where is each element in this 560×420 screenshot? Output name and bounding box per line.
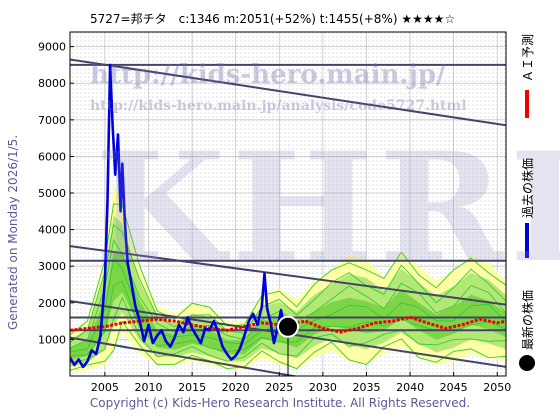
past-price-line [70,63,289,369]
watermark-url-main: http://kids-hero.main.jp/ [90,60,446,90]
x-tick-label: 2030 [309,381,337,394]
y-axis: 1000 2000 3000 4000 5000 6000 7000 8000 9000 [38,41,74,346]
y-tick-label: 5000 [38,187,66,200]
forecast-band-inner [70,251,506,361]
y-tick-label: 3000 [38,260,66,273]
x-tick-label: 2040 [396,381,424,394]
forecast-band-line [70,296,506,363]
x-tick-label: 2010 [134,381,162,394]
y-tick-label: 2000 [38,297,66,310]
legend-latest-swatch [519,355,535,371]
legend-forecast-label: ＡＩ予測 [521,33,535,82]
y-tick-label: 4000 [38,224,66,237]
legend [519,90,535,371]
x-tick-label: 2015 [178,381,206,394]
x-tick-label: 2035 [352,381,380,394]
x-tick-label: 2050 [483,381,511,394]
copyright-footer: Copyright (c) Kids-Hero Research Institu… [89,396,471,410]
trend-line [70,58,506,127]
y-tick-label: 6000 [38,150,66,163]
x-tick-label: 2045 [440,381,468,394]
latest-marker [277,315,299,376]
latest-price-point [277,315,299,338]
legend-past-label: 過去の株価 [521,157,535,218]
y-tick-label: 8000 [38,77,66,90]
x-axis: 2005 2010 2015 2020 2025 2030 2035 2040 2045 2050 [91,372,511,394]
watermark-url-analysis: http://kids-hero.main.jp/analysis/code57… [90,98,467,114]
y-tick-label: 9000 [38,41,66,54]
watermark-brand: KHRI [95,120,560,296]
chart-title: 5727=邦チタ c:1346 m:2051(+52%) t:1455(+8%)… [90,12,456,26]
forecast-band-line [70,223,506,343]
forecast-band-line [70,203,506,336]
y-tick-label: 1000 [38,333,66,346]
x-tick-label: 2025 [265,381,293,394]
legend-latest-label: 最新の株価 [521,289,535,350]
x-tick-label: 2005 [91,381,119,394]
trend-line [70,245,506,306]
y-tick-label: 7000 [38,114,66,127]
forecast-band-line [70,280,506,357]
x-tick-label: 2020 [222,381,250,394]
